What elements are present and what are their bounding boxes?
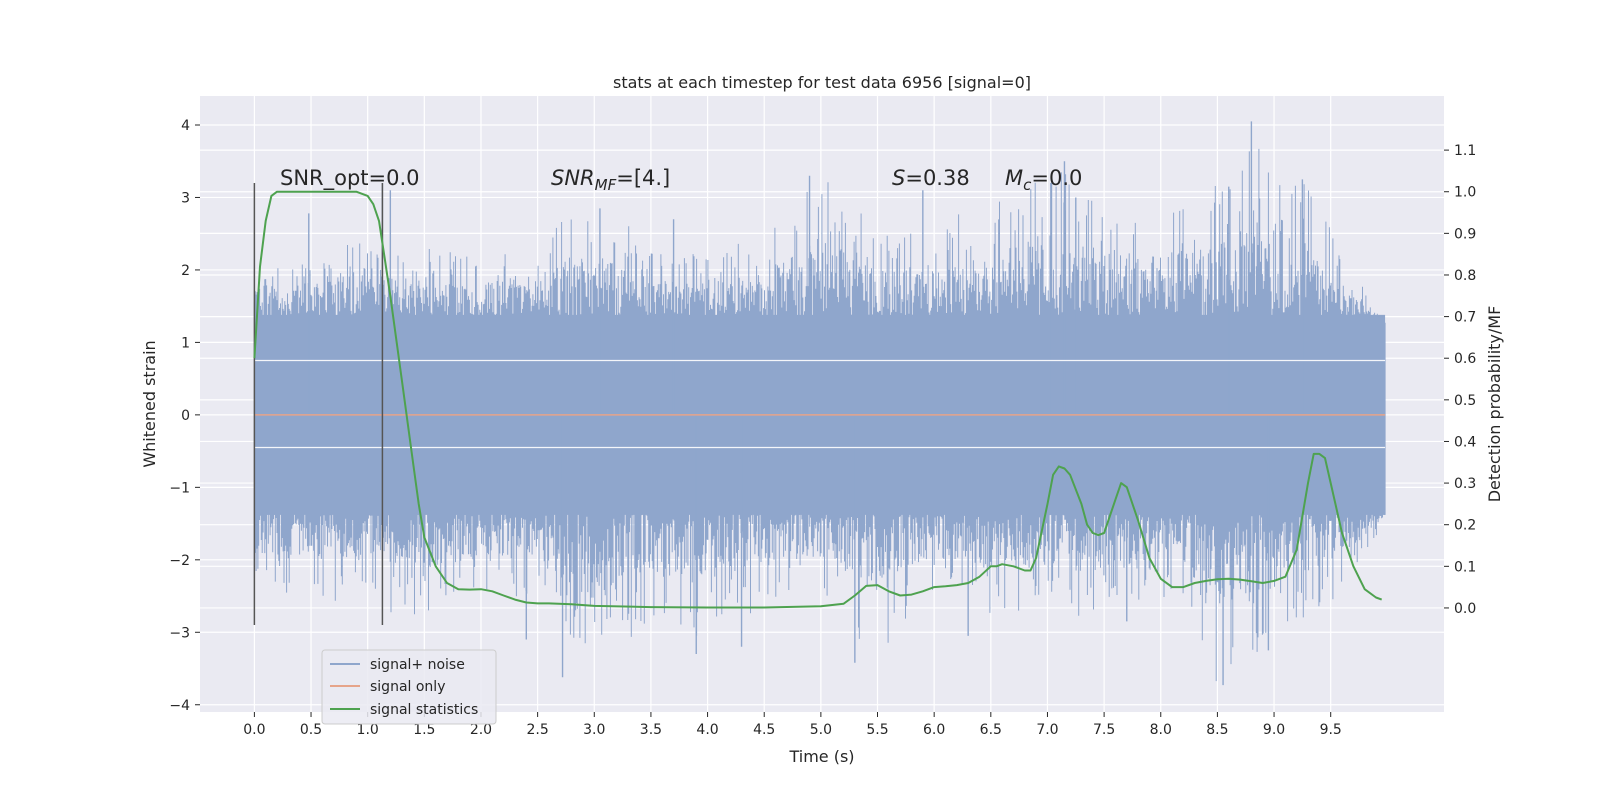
x-tick-label: 0.0 [243,722,265,738]
data-layer [253,121,1386,686]
x-tick-label: 5.0 [810,722,832,738]
legend: signal+ noise signal only signal statist… [321,649,497,725]
legend-label-signal-noise: signal+ noise [370,657,465,673]
legend-label-signal-statistics: signal statistics [370,702,478,718]
y2-tick-label: 0.2 [1454,518,1476,534]
y-tick-label: −3 [169,625,190,641]
snr-mf-symbol: SNR [551,166,595,190]
x-tick-label: 8.0 [1150,722,1172,738]
legend-label-signal-only: signal only [370,679,445,695]
mc-symbol: M [1005,166,1023,190]
x-tick-label: 1.0 [357,722,379,738]
x-tick-label: 4.0 [696,722,718,738]
y2-axis-label: Detection probability/MF [1485,306,1504,503]
x-tick-label: 8.5 [1206,722,1228,738]
y-axis-ticks: −4 −3 −2 −1 0 1 2 3 4 [169,118,200,714]
y2-tick-label: 0.9 [1454,226,1476,242]
y-tick-label: 1 [181,335,190,351]
y2-tick-label: 1.1 [1454,143,1476,159]
snr-mf-subscript: MF [595,176,617,194]
x-tick-label: 2.0 [470,722,492,738]
y2-tick-label: 0.6 [1454,351,1476,367]
y2-tick-label: 1.0 [1454,185,1476,201]
s-value: =0.38 [905,166,969,190]
mc-value: =0.0 [1031,166,1082,190]
x-tick-label: 4.5 [753,722,775,738]
x-tick-label: 6.5 [980,722,1002,738]
annotation-snr-opt: SNR_opt=0.0 [280,166,420,191]
y-tick-label: −4 [169,698,190,714]
annotations: SNR_opt=0.0 SNRMF=[4.] S=0.38 Mc=0.0 [280,166,1082,194]
x-tick-label: 6.0 [923,722,945,738]
y2-tick-label: 0.3 [1454,476,1476,492]
x-tick-label: 7.0 [1036,722,1058,738]
mc-subscript: c [1023,176,1032,194]
y-tick-label: 3 [181,190,190,206]
signal-statistics-line [253,190,1383,609]
y-tick-label: −2 [169,553,190,569]
x-tick-label: 9.5 [1320,722,1342,738]
annotation-mc: Mc=0.0 [1005,166,1082,194]
annotation-s: S=0.38 [892,166,970,190]
y-axis-label: Whitened strain [140,340,159,467]
legend-box [321,649,497,725]
s-symbol: S [892,166,905,190]
x-tick-label: 7.5 [1093,722,1115,738]
x-tick-label: 2.5 [526,722,548,738]
x-axis-label: Time (s) [788,747,854,766]
x-tick-label: 5.5 [866,722,888,738]
x-tick-label: 3.0 [583,722,605,738]
chart-title: stats at each timestep for test data 695… [613,73,1031,92]
x-axis-ticks: 0.0 0.5 1.0 1.5 2.0 2.5 3.0 3.5 4.0 4.5 5.0 5.5 6.0 6… [243,712,1342,738]
x-tick-label: 3.5 [640,722,662,738]
y2-tick-label: 0.4 [1454,434,1476,450]
x-tick-label: 1.5 [413,722,435,738]
y2-tick-label: 0.8 [1454,268,1476,284]
snr-mf-value: =[4.] [616,166,670,190]
annotation-snr-mf: SNRMF=[4.] [551,166,670,194]
vertical-markers [253,182,384,626]
y2-axis-ticks: 0.0 0.1 0.2 0.3 0.4 0.5 0.6 0.7 0.8 0.9 1.0 1.1 [1444,143,1476,617]
y-tick-label: −1 [169,480,190,496]
y-tick-label: 4 [181,118,190,134]
x-tick-label: 9.0 [1263,722,1285,738]
statistics-layer [253,190,1383,609]
y-tick-label: 2 [181,263,190,279]
y2-tick-label: 0.5 [1454,393,1476,409]
x-tick-label: 0.5 [300,722,322,738]
y-tick-label: 0 [181,408,190,424]
y2-tick-label: 0.7 [1454,310,1476,326]
y2-tick-label: 0.0 [1454,601,1476,617]
y2-tick-label: 0.1 [1454,559,1476,575]
